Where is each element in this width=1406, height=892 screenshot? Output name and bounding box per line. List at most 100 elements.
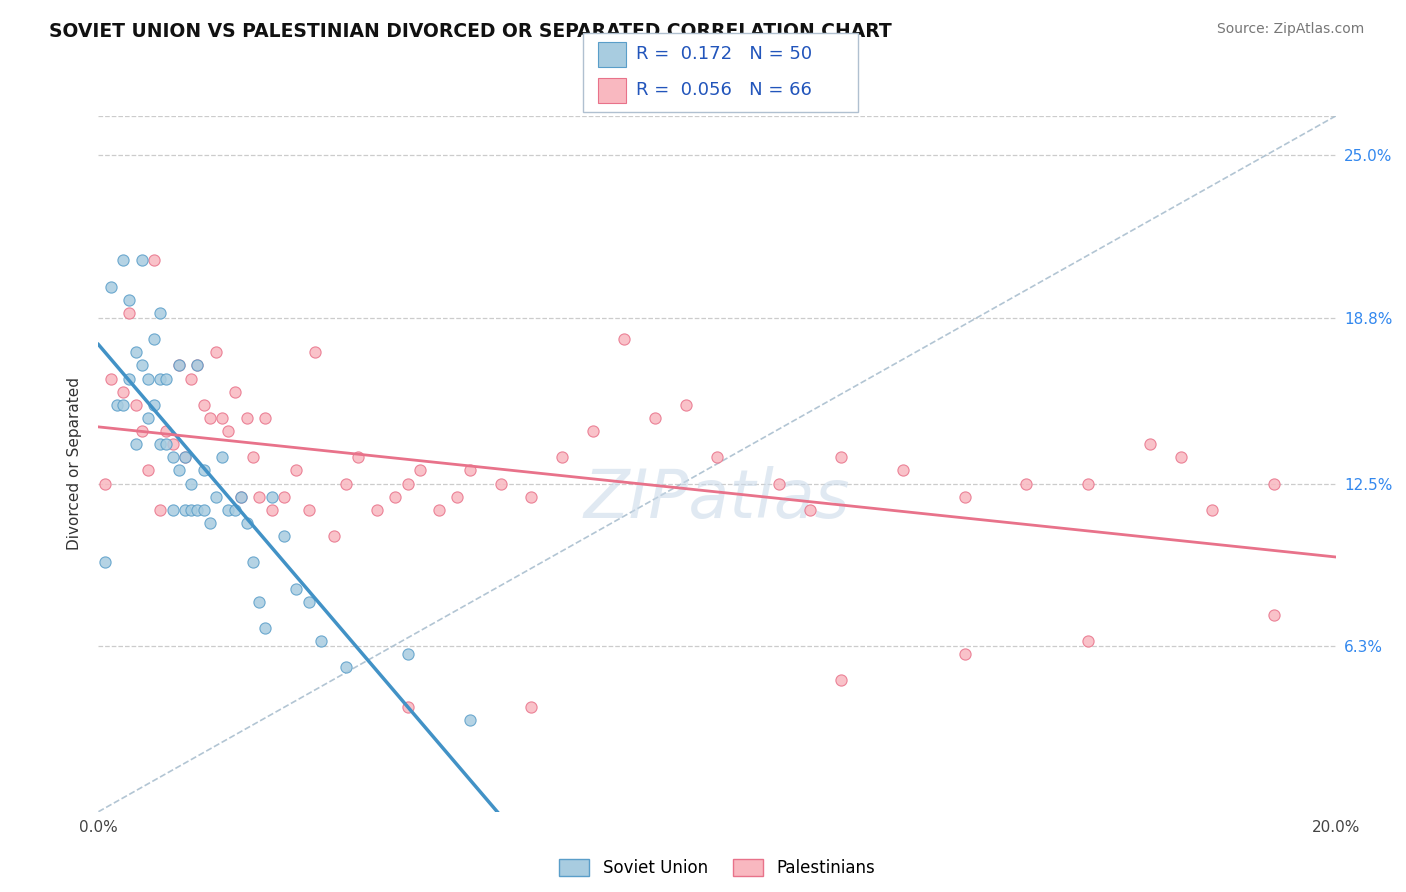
Text: SOVIET UNION VS PALESTINIAN DIVORCED OR SEPARATED CORRELATION CHART: SOVIET UNION VS PALESTINIAN DIVORCED OR … <box>49 22 891 41</box>
Point <box>384 490 406 504</box>
Point <box>131 253 153 268</box>
Point <box>167 463 190 477</box>
Point <box>143 398 166 412</box>
Point <box>1015 476 1038 491</box>
Point <box>953 490 976 504</box>
Legend: Soviet Union, Palestinians: Soviet Union, Palestinians <box>553 852 882 883</box>
Point <box>162 437 184 451</box>
Point <box>285 582 308 596</box>
Point <box>1139 437 1161 451</box>
Text: R =  0.056   N = 66: R = 0.056 N = 66 <box>636 81 811 99</box>
Point <box>1263 476 1285 491</box>
Point <box>298 595 321 609</box>
Y-axis label: Divorced or Separated: Divorced or Separated <box>67 377 83 550</box>
Point <box>520 490 543 504</box>
Point <box>124 437 146 451</box>
Point <box>93 555 115 569</box>
Point <box>112 398 135 412</box>
Point <box>131 359 153 373</box>
Point <box>409 463 432 477</box>
Point <box>675 398 697 412</box>
Point <box>236 410 259 425</box>
Point <box>211 410 233 425</box>
Point <box>143 332 166 346</box>
Text: ZIPatlas: ZIPatlas <box>583 466 851 532</box>
Point <box>198 410 221 425</box>
Point <box>217 503 239 517</box>
Point <box>155 437 177 451</box>
Point <box>953 647 976 661</box>
Point <box>489 476 512 491</box>
Point <box>1077 476 1099 491</box>
Point <box>149 503 172 517</box>
Point <box>768 476 790 491</box>
Point <box>335 660 357 674</box>
Point <box>458 713 481 727</box>
Point <box>205 345 228 359</box>
Point <box>136 410 159 425</box>
Point <box>136 463 159 477</box>
Point <box>644 410 666 425</box>
Point <box>149 437 172 451</box>
Point <box>396 647 419 661</box>
Point <box>229 490 252 504</box>
Point <box>155 424 177 438</box>
Point <box>520 699 543 714</box>
Point <box>131 424 153 438</box>
Point <box>155 371 177 385</box>
Point <box>1263 607 1285 622</box>
Point <box>186 359 208 373</box>
Point <box>1077 634 1099 648</box>
Point <box>112 253 135 268</box>
Point <box>1201 503 1223 517</box>
Point <box>1170 450 1192 465</box>
Point <box>193 503 215 517</box>
Point <box>322 529 344 543</box>
Point <box>211 450 233 465</box>
Point <box>242 450 264 465</box>
Point <box>118 293 141 307</box>
Point <box>396 699 419 714</box>
Point <box>193 398 215 412</box>
Point <box>174 450 197 465</box>
Point <box>706 450 728 465</box>
Point <box>260 490 283 504</box>
Point <box>93 476 115 491</box>
Point <box>162 503 184 517</box>
Point <box>799 503 821 517</box>
Point <box>224 384 246 399</box>
Point <box>198 516 221 530</box>
Point <box>229 490 252 504</box>
Point <box>309 634 332 648</box>
Point <box>149 306 172 320</box>
Point <box>396 476 419 491</box>
Point <box>112 384 135 399</box>
Point <box>582 424 605 438</box>
Point <box>613 332 636 346</box>
Point <box>180 371 202 385</box>
Point <box>242 555 264 569</box>
Point <box>273 490 295 504</box>
Point <box>105 398 128 412</box>
Point <box>247 595 270 609</box>
Point <box>247 490 270 504</box>
Point <box>217 424 239 438</box>
Text: Source: ZipAtlas.com: Source: ZipAtlas.com <box>1216 22 1364 37</box>
Point <box>891 463 914 477</box>
Point <box>236 516 259 530</box>
Point <box>186 503 208 517</box>
Point <box>124 398 146 412</box>
Point <box>254 410 277 425</box>
Point <box>118 306 141 320</box>
Point <box>174 503 197 517</box>
Point <box>124 345 146 359</box>
Point <box>260 503 283 517</box>
Point <box>149 371 172 385</box>
Point <box>427 503 450 517</box>
Point <box>446 490 468 504</box>
Point <box>224 503 246 517</box>
Point <box>180 503 202 517</box>
Point <box>143 253 166 268</box>
Point <box>186 359 208 373</box>
Point <box>304 345 326 359</box>
